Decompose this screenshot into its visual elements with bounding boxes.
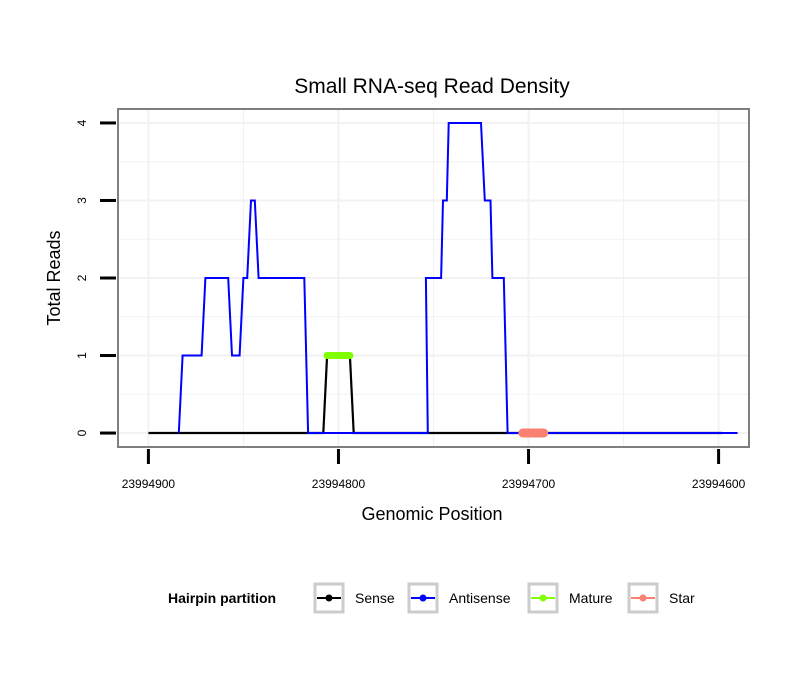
- legend-label-mature: Mature: [569, 590, 613, 606]
- y-tick-label: 3: [75, 197, 89, 204]
- y-tick-label: 0: [75, 429, 89, 436]
- legend-key-point: [639, 594, 647, 602]
- x-tick-label: 23994600: [692, 477, 746, 491]
- series-layer: [148, 122, 738, 438]
- y-axis: 0 1 2 3 4: [75, 119, 116, 436]
- x-tick-label: 23994800: [312, 477, 366, 491]
- x-axis: 23994900 23994800 23994700 23994600: [122, 449, 746, 491]
- chart-title: Small RNA-seq Read Density: [294, 75, 570, 98]
- plot-border: [117, 108, 750, 448]
- y-axis-title: Total Reads: [44, 230, 64, 325]
- legend-key-point: [419, 594, 427, 602]
- x-tick-label: 23994900: [122, 477, 176, 491]
- y-tick-label: 2: [75, 274, 89, 281]
- x-axis-title: Genomic Position: [361, 504, 502, 524]
- plot-panel: [117, 108, 750, 448]
- legend: Hairpin partition Sense Antisense Mature St…: [168, 582, 695, 614]
- legend-key-point: [539, 594, 547, 602]
- legend-label-sense: Sense: [355, 590, 395, 606]
- y-tick-label: 4: [75, 119, 89, 126]
- x-tick-label: 23994700: [502, 477, 556, 491]
- series-antisense-line: [177, 122, 738, 434]
- legend-items: Sense Antisense Mature Star: [313, 582, 695, 614]
- legend-label-antisense: Antisense: [449, 590, 511, 606]
- y-tick-label: 1: [75, 352, 89, 359]
- legend-label-star: Star: [669, 590, 695, 606]
- legend-key-point: [325, 594, 333, 602]
- legend-title: Hairpin partition: [168, 590, 276, 606]
